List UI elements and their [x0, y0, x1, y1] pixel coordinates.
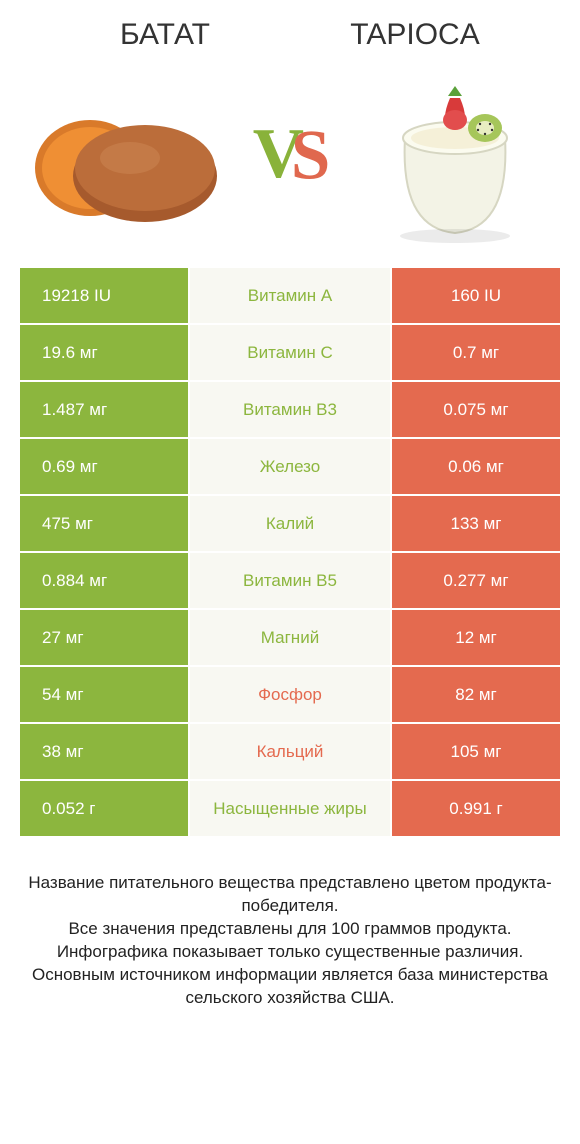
left-value-cell: 475 мг	[20, 496, 190, 551]
nutrient-name-cell: Калий	[190, 496, 390, 551]
nutrient-name-cell: Железо	[190, 439, 390, 494]
right-product-title: TAPIOCA	[290, 18, 540, 52]
nutrient-name-cell: Кальций	[190, 724, 390, 779]
footer-notes: Название питательного вещества представл…	[0, 838, 580, 1010]
left-product-title: БАТАТ	[40, 18, 290, 52]
left-value-cell: 19218 IU	[20, 268, 190, 323]
table-row: 19.6 мгВитамин C0.7 мг	[20, 325, 560, 382]
nutrient-name-cell: Магний	[190, 610, 390, 665]
right-value-cell: 0.075 мг	[390, 382, 560, 437]
comparison-header: БАТАТ TAPIOCA	[0, 0, 580, 58]
table-row: 38 мгКальций105 мг	[20, 724, 560, 781]
right-value-cell: 105 мг	[390, 724, 560, 779]
footer-line: Основным источником информации является …	[22, 964, 558, 1010]
nutrient-name-cell: Фосфор	[190, 667, 390, 722]
table-row: 27 мгМагний12 мг	[20, 610, 560, 667]
left-value-cell: 19.6 мг	[20, 325, 190, 380]
right-value-cell: 0.991 г	[390, 781, 560, 836]
table-row: 475 мгКалий133 мг	[20, 496, 560, 553]
table-row: 19218 IUВитамин A160 IU	[20, 268, 560, 325]
left-product-image	[30, 68, 220, 248]
left-value-cell: 0.69 мг	[20, 439, 190, 494]
left-value-cell: 27 мг	[20, 610, 190, 665]
right-value-cell: 82 мг	[390, 667, 560, 722]
right-value-cell: 0.7 мг	[390, 325, 560, 380]
vs-icon: V S	[240, 106, 340, 211]
right-value-cell: 0.06 мг	[390, 439, 560, 494]
left-value-cell: 54 мг	[20, 667, 190, 722]
table-row: 0.052 гНасыщенные жиры0.991 г	[20, 781, 560, 838]
right-value-cell: 12 мг	[390, 610, 560, 665]
table-row: 0.884 мгВитамин B50.277 мг	[20, 553, 560, 610]
nutrient-name-cell: Витамин B3	[190, 382, 390, 437]
nutrient-name-cell: Витамин A	[190, 268, 390, 323]
table-row: 1.487 мгВитамин B30.075 мг	[20, 382, 560, 439]
footer-line: Все значения представлены для 100 граммо…	[22, 918, 558, 941]
right-value-cell: 0.277 мг	[390, 553, 560, 608]
svg-text:S: S	[291, 116, 330, 194]
nutrient-name-cell: Витамин C	[190, 325, 390, 380]
table-row: 0.69 мгЖелезо0.06 мг	[20, 439, 560, 496]
left-value-cell: 1.487 мг	[20, 382, 190, 437]
footer-line: Инфографика показывает только существенн…	[22, 941, 558, 964]
nutrient-name-cell: Витамин B5	[190, 553, 390, 608]
left-value-cell: 0.884 мг	[20, 553, 190, 608]
left-value-cell: 0.052 г	[20, 781, 190, 836]
table-row: 54 мгФосфор82 мг	[20, 667, 560, 724]
right-value-cell: 160 IU	[390, 268, 560, 323]
right-product-image	[360, 68, 550, 248]
left-value-cell: 38 мг	[20, 724, 190, 779]
comparison-images-row: V S	[0, 58, 580, 268]
nutrient-comparison-table: 19218 IUВитамин A160 IU19.6 мгВитамин C0…	[20, 268, 560, 838]
nutrient-name-cell: Насыщенные жиры	[190, 781, 390, 836]
right-value-cell: 133 мг	[390, 496, 560, 551]
footer-line: Название питательного вещества представл…	[22, 872, 558, 918]
